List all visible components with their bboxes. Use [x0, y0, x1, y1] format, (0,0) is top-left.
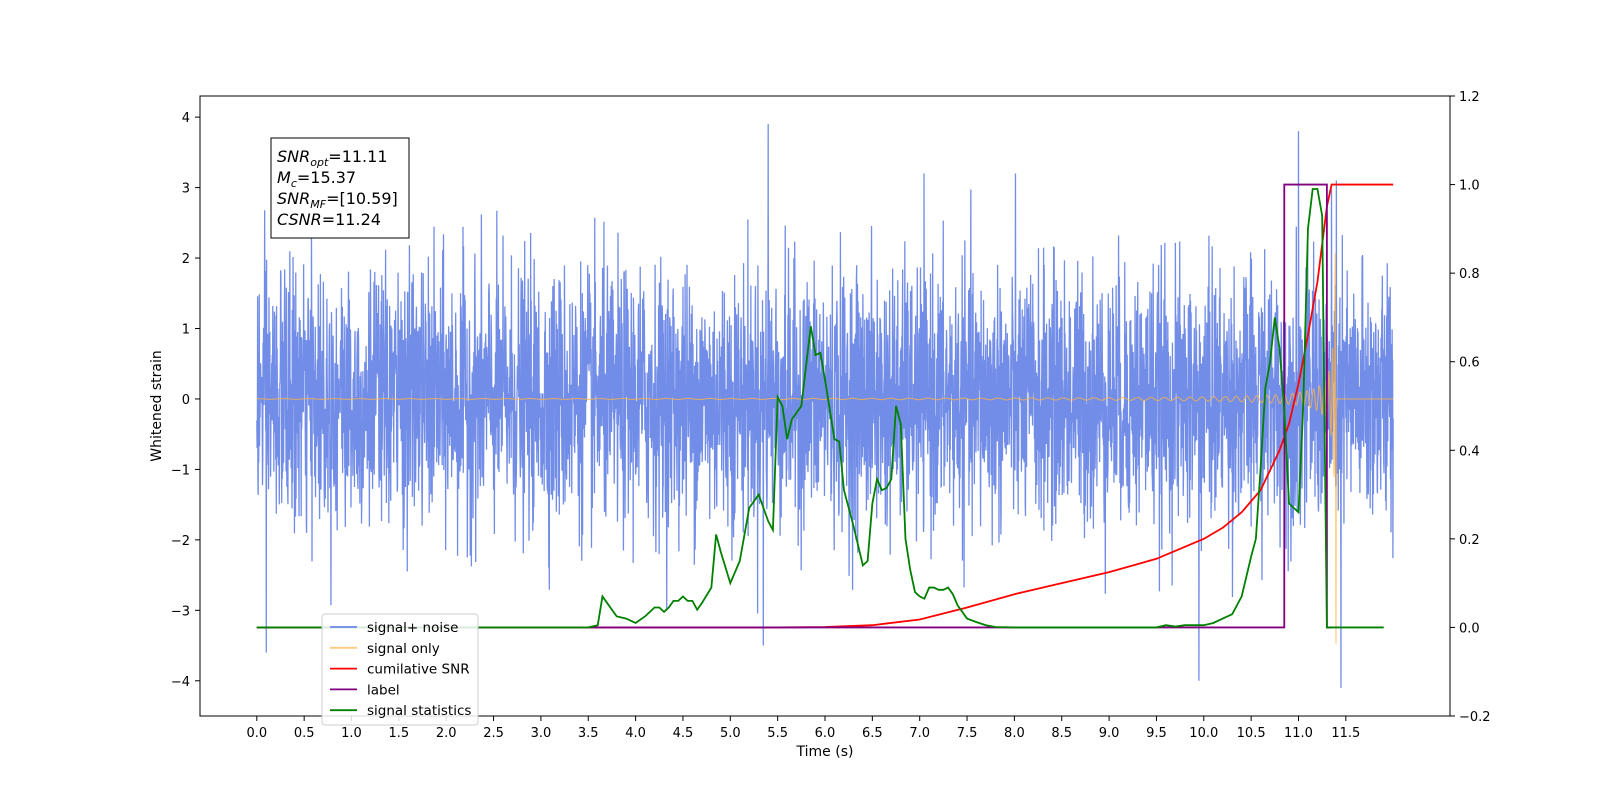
y-right-tick-label: 1.2 — [1459, 90, 1480, 105]
y-right-tick-label: 1.0 — [1459, 179, 1480, 194]
y-tick-label: −2 — [171, 534, 190, 549]
x-axis: 0.0 0.5 1.0 1.5 2.0 2.5 3.0 3.5 4.0 4.5 5.0 5.5 6.0 6… — [246, 716, 1360, 741]
y-right-tick-label: 0.0 — [1459, 621, 1480, 636]
x-tick-label: 0.5 — [294, 726, 315, 741]
annotation-snr-opt: SNRopt=11.11 — [277, 147, 388, 169]
legend-label: signal statistics — [367, 703, 471, 719]
x-tick-label: 7.0 — [909, 726, 930, 741]
annotation-csnr-value: CSNR=11.24 — [277, 210, 381, 229]
x-tick-label: 6.0 — [815, 726, 836, 741]
series-signal-only — [256, 253, 1394, 644]
x-tick-label: 11.5 — [1331, 726, 1360, 741]
annotation-symbol: SNR — [277, 189, 310, 208]
x-tick-label: 10.0 — [1189, 726, 1218, 741]
legend: signal+ noise signal only cumilative SNR la… — [321, 613, 479, 726]
y-axis-left: 4 3 2 1 0 −1 −2 −3 −4 — [171, 111, 200, 690]
y-tick-label: 0 — [182, 393, 190, 408]
legend-item-cumilative-snr: cumilative SNR — [330, 662, 470, 678]
annotation-value: =15.37 — [297, 168, 356, 187]
annotation-subscript: c — [291, 177, 297, 190]
legend-label: label — [367, 682, 400, 698]
x-tick-label: 9.5 — [1146, 726, 1167, 741]
series-line — [256, 188, 1384, 629]
x-tick-label: 1.0 — [341, 726, 362, 741]
annotation-symbol: SNR — [277, 147, 310, 166]
legend-frame — [321, 613, 479, 726]
legend-item-label: label — [330, 682, 400, 698]
y-right-tick-label: −0.2 — [1459, 710, 1491, 725]
y-right-tick-label: 0.8 — [1459, 267, 1480, 282]
y-right-tick-label: 0.6 — [1459, 356, 1480, 371]
legend-item-signal-only: signal only — [330, 641, 440, 657]
y-tick-label: −3 — [171, 604, 190, 619]
series-line — [256, 183, 1394, 629]
annotation-subscript: opt — [310, 156, 329, 169]
y-tick-label: −1 — [171, 463, 190, 478]
x-tick-label: 6.5 — [862, 726, 883, 741]
annotation-box: SNRopt=11.11Mc=15.37SNRMF=[10.59]CSNR=11… — [270, 137, 410, 239]
annotation-snr-mf: SNRMF=[10.59] — [277, 189, 398, 211]
y-axis-right: 1.2 1.0 0.8 0.6 0.4 0.2 0.0 −0.2 — [1450, 90, 1491, 725]
x-tick-label: 8.0 — [1004, 726, 1025, 741]
annotation-symbol: CSNR — [277, 210, 322, 229]
y-axis-label: Whitened strain — [149, 350, 165, 461]
x-tick-label: 8.5 — [1051, 726, 1072, 741]
x-tick-label: 9.0 — [1099, 726, 1120, 741]
x-tick-label: 5.5 — [767, 726, 788, 741]
x-tick-label: 3.0 — [531, 726, 552, 741]
annotation-value: =[10.59] — [326, 189, 398, 208]
y-right-tick-label: 0.2 — [1459, 533, 1480, 548]
x-tick-label: 2.5 — [483, 726, 504, 741]
y-right-tick-label: 0.4 — [1459, 444, 1480, 459]
x-tick-label: 7.5 — [957, 726, 978, 741]
x-tick-label: 4.0 — [625, 726, 646, 741]
x-tick-label: 10.5 — [1237, 726, 1266, 741]
x-axis-label: Time (s) — [796, 744, 854, 760]
x-tick-label: 3.5 — [578, 726, 599, 741]
legend-item-signal-statistics: signal statistics — [330, 703, 471, 719]
annotation-subscript: MF — [310, 198, 326, 211]
series-line — [256, 253, 1394, 644]
y-tick-label: −4 — [171, 675, 190, 690]
annotation-frame — [270, 137, 410, 239]
legend-label: signal only — [367, 641, 440, 657]
x-tick-label: 11.0 — [1284, 726, 1313, 741]
y-tick-label: 4 — [182, 111, 190, 126]
legend-label: signal+ noise — [367, 620, 458, 636]
annotation-value: =11.24 — [322, 210, 381, 229]
series-signal-statistics — [256, 188, 1384, 629]
plot-area — [256, 124, 1394, 688]
annotation-symbol: M — [277, 168, 291, 187]
annotation-value: =11.11 — [328, 147, 387, 166]
y-tick-label: 3 — [182, 182, 190, 197]
legend-item-signal-noise: signal+ noise — [330, 620, 458, 636]
x-tick-label: 4.5 — [673, 726, 694, 741]
x-tick-label: 5.0 — [720, 726, 741, 741]
series-cumilative-snr — [256, 183, 1394, 629]
legend-label: cumilative SNR — [367, 662, 470, 678]
x-tick-label: 2.0 — [436, 726, 457, 741]
x-tick-label: 0.0 — [246, 726, 267, 741]
annotation-m-c: Mc=15.37 — [277, 168, 356, 190]
y-tick-label: 2 — [182, 252, 190, 267]
x-tick-label: 1.5 — [389, 726, 410, 741]
y-tick-label: 1 — [182, 323, 190, 338]
